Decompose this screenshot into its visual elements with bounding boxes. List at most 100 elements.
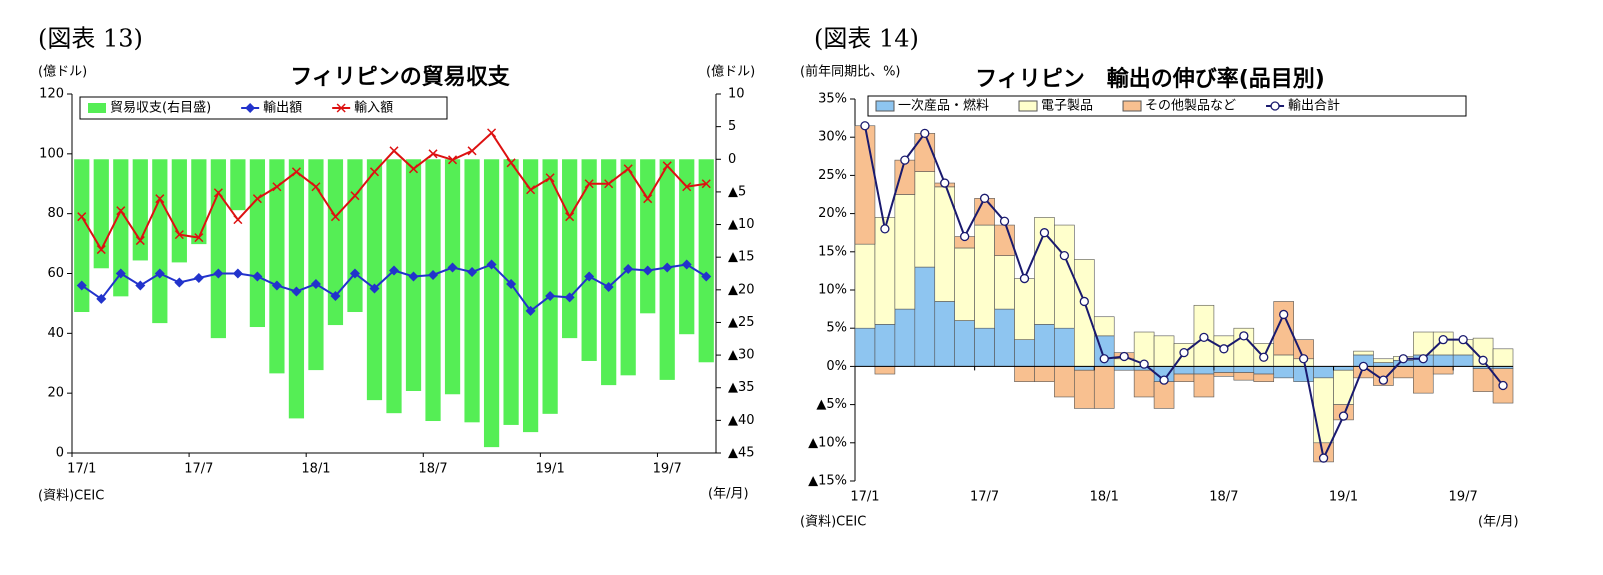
- marker: [506, 278, 517, 289]
- marker: [96, 245, 106, 255]
- y-tick-label: ▲5%: [816, 397, 847, 412]
- bar: [1213, 366, 1235, 373]
- marker: [860, 121, 870, 131]
- bar: [366, 159, 383, 401]
- y2-tick-label: 0: [728, 152, 736, 167]
- y-tick-label: 120: [39, 87, 64, 102]
- x-tick-label: 18/1: [1090, 490, 1119, 505]
- chart-title: フィリピンの貿易収支: [290, 65, 511, 90]
- marker: [408, 271, 419, 282]
- bar: [386, 159, 402, 414]
- marker: [349, 268, 360, 279]
- bar: [679, 159, 695, 335]
- figure-label: (図表 14): [814, 25, 919, 53]
- marker: [311, 182, 321, 192]
- y2-tick-label: 5: [728, 119, 736, 134]
- marker: [880, 224, 890, 234]
- marker: [1279, 309, 1289, 320]
- marker: [271, 280, 282, 291]
- marker: [245, 103, 256, 113]
- marker: [604, 179, 614, 189]
- y-tick-label: 100: [39, 146, 64, 161]
- bar: [1054, 366, 1075, 398]
- bar: [1034, 324, 1055, 367]
- marker: [233, 215, 243, 225]
- marker: [545, 290, 556, 301]
- bar: [1253, 366, 1275, 375]
- y2-tick-label: ▲35: [728, 380, 755, 395]
- y2-tick-label: ▲10: [728, 217, 755, 232]
- bar: [191, 159, 207, 245]
- y2-tick-label: ▲5: [728, 184, 746, 199]
- marker: [584, 179, 594, 189]
- bar: [934, 301, 955, 367]
- source: (資料)CEIC: [38, 489, 104, 504]
- marker: [999, 216, 1010, 226]
- marker: [154, 268, 165, 279]
- marker: [545, 173, 555, 183]
- marker: [1199, 332, 1209, 343]
- bar: [1293, 366, 1314, 382]
- legend-label: 輸出合計: [1288, 98, 1340, 114]
- bar: [698, 159, 714, 363]
- marker: [135, 236, 145, 246]
- bar: [1492, 348, 1514, 367]
- marker: [1458, 335, 1468, 345]
- marker: [920, 128, 930, 139]
- bar: [1173, 373, 1195, 382]
- y2-tick-label: ▲15: [728, 250, 755, 265]
- marker: [1079, 296, 1089, 307]
- bar: [249, 159, 266, 328]
- bar: [1333, 366, 1354, 371]
- bar: [269, 159, 285, 374]
- marker: [174, 277, 185, 288]
- bar: [994, 308, 1015, 367]
- marker: [330, 212, 340, 222]
- bar: [1133, 369, 1155, 398]
- bar: [503, 159, 519, 425]
- y-tick-label: 20%: [818, 206, 847, 221]
- marker: [77, 212, 87, 222]
- bar: [874, 324, 896, 367]
- marker: [1239, 331, 1249, 341]
- bar: [1373, 362, 1394, 367]
- bar: [425, 159, 441, 422]
- marker: [564, 292, 575, 303]
- bar: [1054, 224, 1075, 329]
- marker: [486, 259, 497, 270]
- marker: [623, 264, 634, 275]
- bar: [308, 159, 324, 371]
- bar: [974, 327, 995, 367]
- bar: [1193, 366, 1215, 375]
- x-tick-label: 19/7: [653, 462, 682, 477]
- bar: [327, 159, 344, 326]
- bar: [464, 159, 480, 423]
- figure-label: (図表 13): [38, 25, 143, 53]
- bar: [854, 125, 876, 245]
- marker: [526, 185, 536, 195]
- legend-swatch: [1122, 100, 1142, 112]
- marker: [1498, 380, 1508, 391]
- bar: [152, 159, 168, 324]
- marker: [1298, 354, 1309, 364]
- marker: [408, 164, 419, 174]
- y-tick-label: 0%: [826, 359, 847, 374]
- y-tick-label: 30%: [818, 130, 847, 145]
- bar: [914, 171, 936, 268]
- bar: [347, 159, 363, 313]
- bar: [210, 159, 226, 339]
- bar: [1313, 377, 1334, 444]
- marker: [1179, 347, 1189, 358]
- bar: [1273, 301, 1294, 356]
- x-tick-label: 18/1: [301, 462, 330, 477]
- marker: [584, 271, 595, 282]
- marker: [389, 146, 399, 156]
- marker: [603, 281, 614, 292]
- marker: [213, 268, 224, 279]
- marker: [232, 268, 243, 279]
- marker: [76, 280, 87, 291]
- marker: [369, 283, 380, 294]
- x-axis-label: (年/月): [1478, 515, 1519, 530]
- x-tick-label: 18/7: [1209, 490, 1238, 505]
- bar: [1253, 373, 1275, 382]
